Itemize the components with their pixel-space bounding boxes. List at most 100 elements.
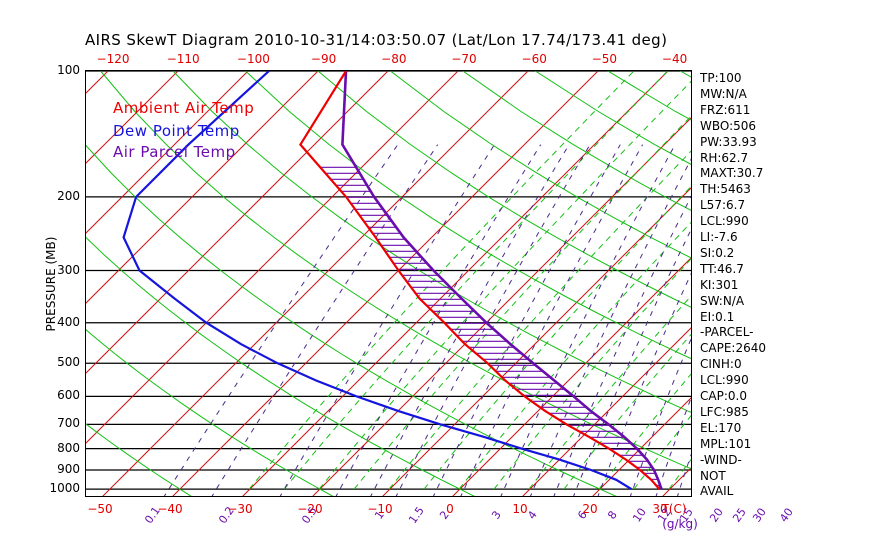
isotherm-20	[592, 397, 691, 496]
param-19: LCL:990	[700, 373, 749, 388]
dry-adiabat-40	[100, 71, 691, 470]
param-17: CAPE:2640	[700, 341, 766, 356]
top-temp-tick--50: −50	[591, 52, 618, 66]
param-11: SI:0.2	[700, 245, 735, 260]
mixing-ratio-tick-8: 8	[605, 508, 620, 522]
param-8: L57:6.7	[700, 198, 746, 213]
moist-adiabat-30	[668, 458, 691, 490]
param-14: SW:N/A	[700, 293, 745, 308]
curve-dew-point-temp	[122, 71, 632, 491]
mixing-ratio-line-0.1	[163, 144, 399, 496]
mixing-ratio-tick-3: 3	[489, 508, 504, 522]
bottom-temp-tick--40: −40	[157, 502, 183, 516]
mixing-ratio-line-0.2	[211, 144, 439, 496]
plot-area	[85, 70, 692, 497]
bottom-temp-tick--20: −20	[297, 502, 323, 516]
mixing-ratio-line-10	[553, 195, 691, 496]
param-12: TT:46.7	[700, 261, 744, 276]
mixing-ratio-tick-25: 25	[730, 505, 749, 525]
legend-dew-point-temp: Dew Point Temp	[113, 122, 240, 140]
top-temp-tick--90: −90	[310, 52, 337, 66]
param-9: LCL:990	[700, 214, 749, 229]
x-axis-mixing-label: (g/kg)	[662, 517, 698, 531]
bottom-temp-tick-30: 30	[652, 502, 668, 516]
top-temp-tick--100: −100	[236, 52, 270, 66]
x-axis-temp-label: T(C)	[661, 502, 687, 516]
page-title: AIRS SkewT Diagram 2010-10-31/14:03:50.0…	[85, 31, 668, 49]
dry-adiabat-0	[86, 236, 475, 496]
param-18: CINH:0	[700, 357, 742, 372]
pressure-tick-100: 100	[57, 63, 80, 77]
mixing-ratio-tick-4: 4	[525, 508, 540, 522]
param-0: TP:100	[700, 71, 742, 85]
mixing-ratio-line-4	[460, 144, 644, 496]
mixing-ratio-line-3	[433, 144, 621, 496]
mixing-ratio-tick-1.5: 1.5	[406, 504, 427, 527]
isotherm--30	[242, 71, 669, 496]
moist-adiabat-5	[493, 258, 691, 490]
pressure-tick-200: 200	[57, 188, 80, 203]
param-6: MAXT:30.7	[700, 166, 764, 181]
param-4: PW:33.93	[700, 134, 757, 149]
mixing-ratio-tick-40: 40	[777, 505, 796, 525]
param-24: -WIND-	[700, 452, 742, 467]
mixing-ratio-tick-10: 10	[630, 505, 649, 525]
param-2: FRZ:611	[700, 102, 751, 117]
top-temp-tick--70: −70	[451, 52, 477, 66]
mixing-ratio-tick-20: 20	[707, 505, 726, 525]
param-22: EL:170	[700, 420, 742, 435]
pressure-tick-600: 600	[57, 388, 80, 403]
isotherm-10	[522, 327, 691, 496]
mixing-ratio-line-0.5	[279, 144, 495, 496]
pressure-tick-500: 500	[57, 355, 80, 370]
moist-adiabat--30	[248, 71, 635, 490]
dry-adiabat-120	[390, 71, 691, 259]
pressure-tick-1000: 1000	[49, 481, 80, 496]
param-7: TH:5463	[700, 182, 751, 197]
pressure-tick-800: 800	[57, 440, 80, 455]
bottom-temp-tick-0: 0	[446, 502, 454, 516]
dry-adiabat--20	[86, 329, 334, 496]
isotherm--100	[86, 71, 179, 164]
param-21: LFC:985	[700, 404, 749, 419]
bottom-temp-tick--50: −50	[87, 502, 113, 516]
moist-adiabat-25	[633, 414, 691, 490]
isotherm--60	[86, 71, 459, 444]
param-5: RH:62.7	[700, 150, 749, 165]
legend-ambient-air-temp: Ambient Air Temp	[113, 99, 255, 117]
bottom-temp-tick-10: 10	[512, 502, 528, 516]
moist-adiabat-10	[528, 295, 691, 490]
isotherm--80	[86, 71, 319, 304]
mixing-ratio-tick-30: 30	[750, 505, 769, 525]
isotherm--90	[86, 71, 249, 234]
top-temp-tick--60: −60	[521, 52, 547, 66]
isotherm--10	[382, 187, 691, 496]
param-25: NOT	[700, 468, 726, 483]
param-13: KI:301	[700, 277, 739, 292]
moist-adiabat--15	[353, 115, 691, 490]
pressure-tick-400: 400	[57, 314, 80, 329]
param-1: MW:N/A	[700, 86, 747, 101]
top-temp-tick--40: −40	[661, 52, 688, 66]
curve-ambient-air-temp	[299, 71, 661, 490]
moist-adiabat--5	[423, 185, 691, 490]
moist-adiabat--20	[318, 80, 691, 490]
moist-adiabat-15	[563, 333, 691, 490]
param-15: EI:0.1	[700, 309, 735, 324]
curve-air-parcel-temp	[341, 71, 663, 490]
param-23: MPL:101	[700, 436, 752, 451]
dry-adiabat-80	[245, 71, 691, 360]
param-3: WBO:506	[700, 118, 757, 133]
moist-adiabat-20	[598, 373, 691, 490]
top-temp-tick--80: −80	[381, 52, 407, 66]
pressure-tick-700: 700	[57, 416, 80, 431]
pressure-tick-900: 900	[57, 462, 80, 476]
param-16: -PARCEL-	[700, 325, 754, 340]
mixing-ratio-line-6	[500, 144, 676, 496]
isotherm--20	[312, 117, 691, 496]
bottom-temp-tick--10: −10	[367, 502, 393, 516]
param-20: CAP:0.0	[700, 389, 747, 403]
dry-adiabat-100	[317, 71, 691, 308]
param-10: LI:-7.6	[700, 230, 738, 244]
